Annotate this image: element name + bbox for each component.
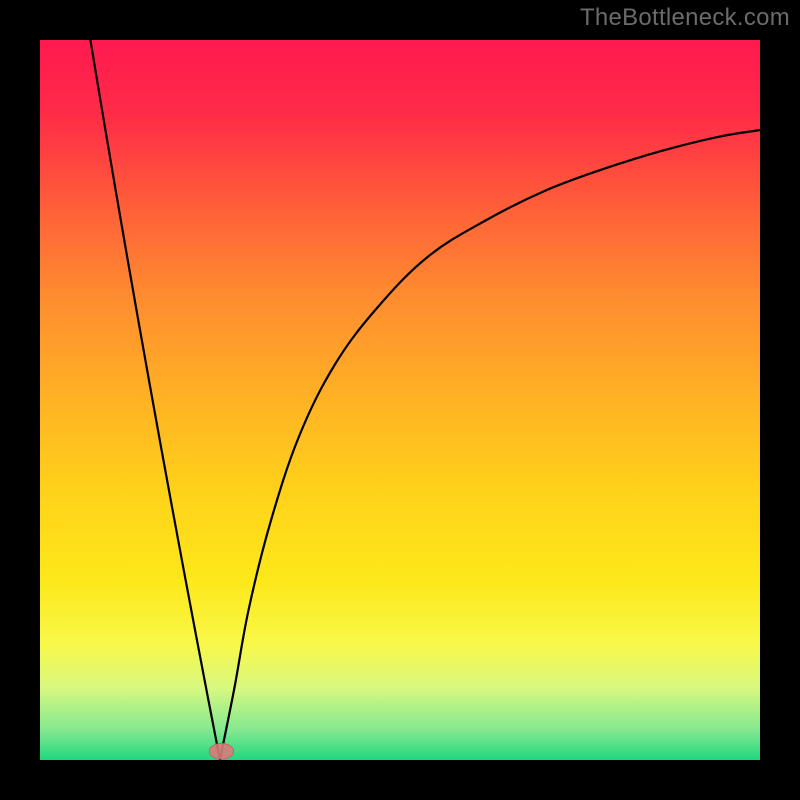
bottleneck-curve-chart: [0, 0, 800, 800]
curve-vertex-marker: [209, 743, 233, 759]
plot-background-gradient: [40, 40, 760, 760]
